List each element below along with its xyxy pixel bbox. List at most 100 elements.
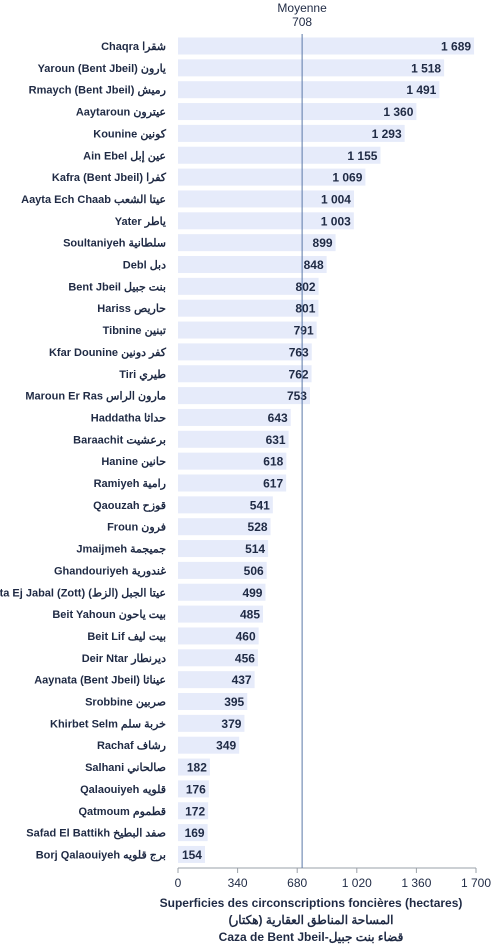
- bar-1: [178, 59, 445, 77]
- bar-10: [178, 256, 327, 273]
- category-label-21: Qaouzah قوزح: [93, 500, 166, 512]
- category-label-22: Froun فرون: [107, 522, 166, 534]
- category-label-31: Khirbet Selm خربة سلم: [50, 718, 166, 730]
- value-label-5: 1 155: [347, 149, 377, 163]
- bar-35: [178, 802, 209, 820]
- bar-25: [178, 583, 266, 601]
- bar-29: [178, 671, 255, 689]
- value-label-26: 485: [240, 608, 260, 622]
- value-label-30: 395: [224, 695, 244, 709]
- value-label-27: 460: [236, 629, 256, 643]
- category-label-32: Rachaf رشاف: [97, 740, 166, 752]
- value-label-24: 506: [244, 564, 264, 578]
- value-label-37: 154: [182, 848, 202, 862]
- bar-28: [178, 649, 258, 667]
- value-label-11: 802: [296, 280, 316, 294]
- value-label-19: 618: [263, 455, 283, 469]
- average-label: Moyenne: [277, 1, 327, 15]
- category-label-4: Kounine كونين: [93, 128, 166, 140]
- category-label-13: Tibnine تبنين: [103, 325, 166, 337]
- value-label-4: 1 293: [372, 127, 402, 141]
- x-ticks: 0 340 680 1 020 1 360 1 700: [175, 868, 491, 890]
- bar-22: [178, 518, 271, 536]
- bar-30: [178, 693, 248, 710]
- category-label-5: Ain Ebel عين إبل: [83, 150, 166, 163]
- bars-group: [178, 37, 475, 863]
- value-label-29: 437: [232, 673, 252, 687]
- category-label-19: Hanine حانين: [101, 456, 166, 468]
- category-label-30: Srobbine صربين: [85, 697, 166, 709]
- value-label-17: 643: [268, 411, 288, 425]
- category-label-8: Yater ياطر: [115, 216, 166, 228]
- category-label-9: Soultaniyeh سلطانية: [63, 238, 166, 250]
- category-labels: Chaqra شقرا Yaroun (Bent Jbeil) يارون Rmay…: [0, 41, 167, 861]
- bar-31: [178, 714, 245, 732]
- category-label-6: Kafra (Bent Jbeil) كفرا: [52, 172, 167, 184]
- value-label-33: 182: [187, 761, 207, 775]
- value-label-9: 899: [313, 236, 333, 250]
- bar-23: [178, 540, 269, 558]
- bar-37: [178, 845, 205, 863]
- value-label-20: 617: [263, 477, 283, 491]
- value-label-34: 176: [186, 782, 206, 796]
- bar-26: [178, 605, 264, 623]
- bar-17: [178, 408, 291, 426]
- value-label-3: 1 360: [383, 105, 413, 119]
- value-label-18: 631: [266, 433, 286, 447]
- category-label-27: Beit Lif بيت ليف: [87, 631, 166, 643]
- bar-13: [178, 321, 317, 339]
- category-label-28: Deir Ntar ديرنطار: [82, 653, 166, 665]
- value-label-28: 456: [235, 651, 255, 665]
- x-tick-label-5: 1 700: [461, 876, 491, 890]
- bar-18: [178, 430, 289, 448]
- bar-34: [178, 780, 209, 798]
- category-label-18: Baraachit برعشيت: [73, 434, 166, 446]
- category-label-33: Salhani صالحاني: [85, 762, 166, 775]
- value-label-8: 1 003: [321, 214, 351, 228]
- category-label-24: Ghandouriyeh غندورية: [54, 565, 166, 577]
- value-label-15: 762: [289, 367, 309, 381]
- bar-27: [178, 627, 259, 645]
- value-label-25: 499: [242, 586, 262, 600]
- category-label-10: Debl دبل: [123, 260, 166, 272]
- value-label-6: 1 069: [332, 171, 362, 185]
- category-label-16: Maroun Er Ras مارون الراس: [25, 391, 166, 403]
- bar-20: [178, 474, 287, 492]
- category-label-1: Yaroun (Bent Jbeil) يارون: [38, 63, 166, 75]
- category-label-23: Jmaijmeh جميجمة: [76, 544, 166, 556]
- bar-7: [178, 190, 354, 208]
- category-label-14: Kfar Dounine كفر دونين: [49, 347, 167, 359]
- x-tick-label-1: 340: [228, 876, 248, 890]
- category-label-15: Tiri طيري: [119, 369, 166, 382]
- bar-2: [178, 81, 440, 99]
- value-label-1: 1 518: [411, 61, 441, 75]
- category-label-37: Borj Qalaouiyeh برج قلويه: [36, 849, 166, 861]
- category-label-2: Rmaych (Bent Jbeil) رميش: [29, 85, 166, 97]
- bar-12: [178, 299, 319, 317]
- x-tick-label-3: 1 020: [342, 876, 372, 890]
- bar-3: [178, 103, 417, 121]
- value-label-36: 169: [185, 826, 205, 840]
- bar-24: [178, 561, 267, 579]
- bar-21: [178, 496, 273, 514]
- bar-32: [178, 736, 240, 754]
- average-value: 708: [292, 15, 312, 29]
- x-axis-title-line-1: Superficies des circonscriptions foncièr…: [160, 896, 463, 910]
- bar-8: [178, 212, 354, 230]
- value-label-35: 172: [185, 804, 205, 818]
- bar-16: [178, 387, 310, 405]
- value-label-7: 1 004: [321, 192, 351, 206]
- bar-5: [178, 146, 381, 164]
- value-label-14: 763: [289, 345, 309, 359]
- category-label-20: Ramiyeh رامية: [94, 478, 166, 490]
- category-label-36: Safad El Battikh صفد البطيخ: [26, 828, 166, 840]
- value-label-10: 848: [304, 258, 324, 272]
- value-label-22: 528: [248, 520, 268, 534]
- value-label-13: 791: [294, 324, 314, 338]
- bar-14: [178, 343, 312, 361]
- category-label-29: Aaynata (Bent Jbeil) عيناثا: [34, 675, 166, 687]
- value-label-23: 514: [245, 542, 265, 556]
- value-label-16: 753: [287, 389, 307, 403]
- value-label-21: 541: [250, 498, 270, 512]
